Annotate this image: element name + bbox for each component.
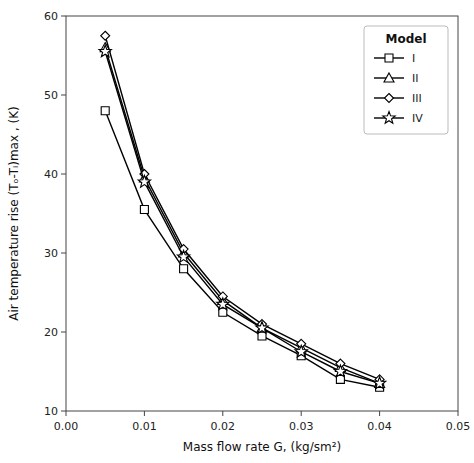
y-tick	[61, 411, 66, 412]
legend-marker	[384, 73, 394, 82]
point-marker	[334, 365, 346, 377]
plot-area	[99, 31, 386, 391]
y-tick-label: 60	[44, 10, 58, 23]
legend-marker	[383, 112, 395, 124]
point-marker	[217, 298, 229, 310]
point-marker	[101, 31, 110, 40]
plot-frame	[66, 16, 458, 411]
x-tick-label: 0.05	[446, 420, 471, 433]
y-tick	[61, 174, 66, 175]
x-tick	[144, 411, 145, 416]
legend-label: II	[412, 72, 419, 85]
chart: 0.00 0.01 0.02 0.03 0.04 0.05 10 20 30 40 50 60 Mass…	[0, 0, 474, 463]
x-tick	[458, 411, 459, 416]
y-tick-label: 20	[44, 326, 58, 339]
legend-marker	[385, 94, 394, 103]
point-marker	[373, 377, 385, 389]
y-axis-label: Air temperature rise (Tₒ-Tᵢ)max , (K)	[7, 106, 21, 320]
point-marker	[101, 107, 109, 115]
series	[99, 45, 386, 389]
x-tick	[66, 411, 67, 416]
x-axis-label: Mass flow rate G, (kg/sm²)	[183, 440, 341, 454]
point-marker	[177, 250, 189, 262]
point-marker	[138, 175, 150, 187]
legend-label: I	[412, 52, 415, 65]
legend-title: Model	[385, 32, 426, 46]
x-tick	[379, 411, 380, 416]
y-tick-label: 30	[44, 247, 58, 260]
point-marker	[140, 206, 148, 214]
legend-label: IV	[412, 112, 423, 125]
legend: ModelIIIIIIIV	[364, 26, 448, 134]
point-marker	[256, 322, 268, 334]
y-tick	[61, 332, 66, 333]
y-tick-label: 50	[44, 89, 58, 102]
y-tick	[61, 253, 66, 254]
x-tick-label: 0.04	[367, 420, 392, 433]
series	[100, 43, 384, 388]
legend-box	[364, 26, 448, 134]
x-tick-label: 0.01	[132, 420, 157, 433]
x-axis: 0.00 0.01 0.02 0.03 0.04 0.05	[54, 411, 471, 433]
x-tick-label: 0.00	[54, 420, 79, 433]
series-line	[105, 36, 379, 380]
series	[101, 107, 383, 392]
series-line	[105, 52, 379, 384]
series-line	[105, 111, 379, 388]
point-marker	[180, 265, 188, 273]
series	[101, 31, 384, 384]
point-marker	[295, 345, 307, 357]
y-tick-label: 10	[44, 405, 58, 418]
x-tick	[301, 411, 302, 416]
y-axis: 10 20 30 40 50 60	[44, 10, 66, 418]
series-line	[105, 48, 379, 384]
legend-marker	[385, 54, 393, 62]
y-tick-label: 40	[44, 168, 58, 181]
x-tick	[222, 411, 223, 416]
y-tick	[61, 95, 66, 96]
point-marker	[99, 45, 111, 57]
x-tick-label: 0.03	[289, 420, 314, 433]
y-tick	[61, 16, 66, 17]
legend-label: III	[412, 92, 422, 105]
x-tick-label: 0.02	[211, 420, 236, 433]
